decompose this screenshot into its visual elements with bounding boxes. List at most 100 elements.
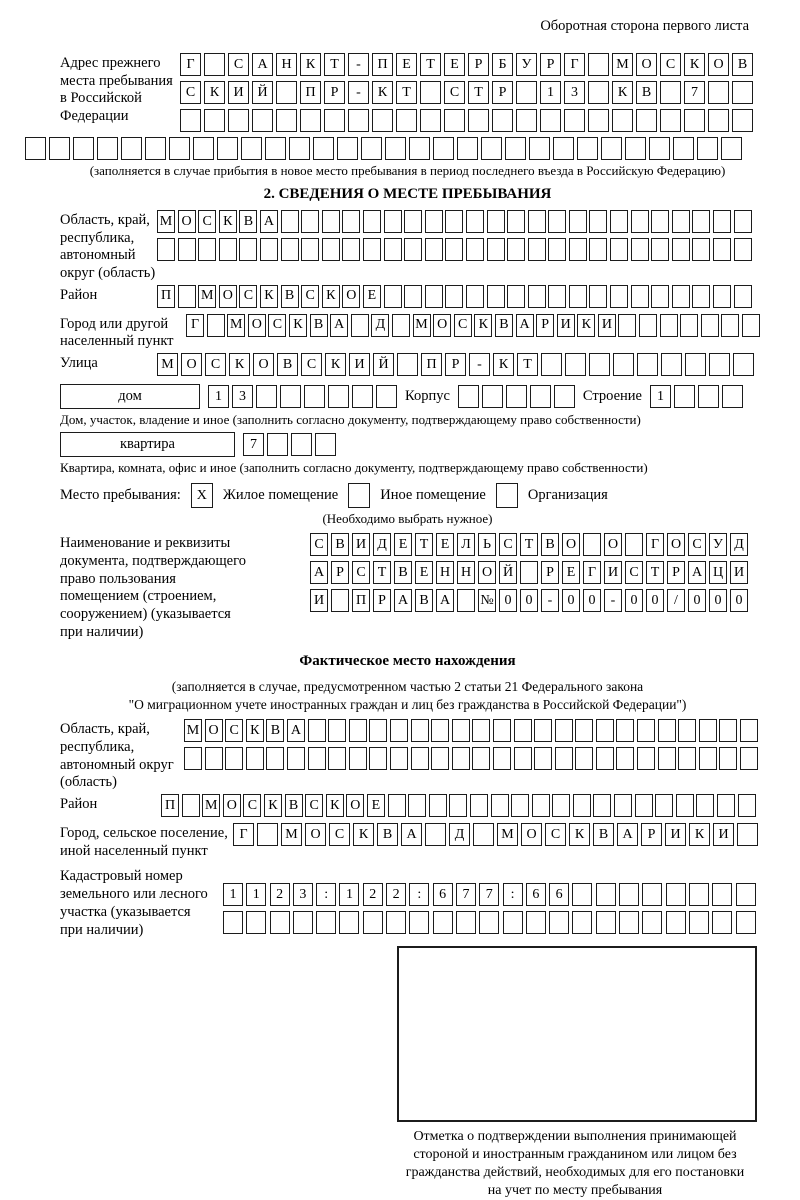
char-cell[interactable]: А <box>310 561 328 585</box>
char-cell[interactable] <box>267 433 288 457</box>
char-cell[interactable] <box>735 883 756 907</box>
char-cell[interactable] <box>713 284 732 308</box>
char-cell[interactable]: Л <box>457 533 475 557</box>
char-cell[interactable]: И <box>352 533 370 557</box>
char-cell[interactable]: В <box>309 313 328 337</box>
char-cell[interactable] <box>583 533 601 557</box>
char-cell[interactable] <box>548 284 567 308</box>
char-cell[interactable]: Г <box>186 313 204 337</box>
char-cell[interactable]: К <box>300 53 321 76</box>
char-cell[interactable]: Д <box>371 313 390 337</box>
char-cell[interactable] <box>619 911 640 935</box>
char-cell[interactable] <box>181 794 200 818</box>
char-cell[interactable] <box>572 883 593 907</box>
char-cell[interactable] <box>529 385 551 409</box>
dom-field[interactable]: дом <box>60 384 200 410</box>
char-cell[interactable] <box>630 284 649 308</box>
char-cell[interactable] <box>328 719 347 743</box>
char-cell[interactable]: 0 <box>625 589 643 613</box>
char-cell[interactable] <box>661 353 682 377</box>
char-cell[interactable] <box>534 747 553 771</box>
char-cell[interactable] <box>719 747 738 771</box>
char-cell[interactable]: 0 <box>520 589 538 613</box>
char-cell[interactable]: 1 <box>246 883 267 907</box>
char-cell[interactable]: Г <box>583 561 601 585</box>
char-cell[interactable]: 1 <box>540 81 561 104</box>
char-cell[interactable]: Й <box>373 353 394 377</box>
char-cell[interactable]: О <box>222 794 241 818</box>
char-cell[interactable] <box>630 238 649 261</box>
char-cell[interactable]: К <box>259 284 278 308</box>
char-cell[interactable]: К <box>288 313 307 337</box>
char-cell[interactable] <box>469 794 488 818</box>
char-cell[interactable]: В <box>494 313 513 337</box>
char-cell[interactable]: В <box>331 533 349 557</box>
char-cell[interactable]: У <box>709 533 727 557</box>
char-cell[interactable] <box>425 823 446 847</box>
char-cell[interactable]: 0 <box>646 589 664 613</box>
char-cell[interactable]: А <box>617 823 638 847</box>
char-cell[interactable] <box>678 719 697 743</box>
char-cell[interactable] <box>431 747 450 771</box>
char-cell[interactable] <box>548 210 567 233</box>
char-cell[interactable] <box>572 794 591 818</box>
char-cell[interactable]: О <box>204 719 223 743</box>
char-cell[interactable]: Й <box>499 561 517 585</box>
char-cell[interactable]: С <box>180 81 201 104</box>
checkbox-organizatsiya[interactable] <box>495 483 518 509</box>
char-cell[interactable] <box>554 719 573 743</box>
char-cell[interactable] <box>541 353 562 377</box>
char-cell[interactable]: А <box>515 313 534 337</box>
char-cell[interactable] <box>688 911 709 935</box>
char-cell[interactable] <box>505 137 526 160</box>
char-cell[interactable] <box>697 137 718 160</box>
char-cell[interactable]: 6 <box>432 883 453 907</box>
char-cell[interactable]: Р <box>540 53 561 76</box>
char-cell[interactable]: Т <box>396 81 417 104</box>
char-cell[interactable]: С <box>305 794 324 818</box>
char-cell[interactable] <box>280 385 301 409</box>
char-cell[interactable]: Д <box>730 533 748 557</box>
char-cell[interactable]: К <box>689 823 710 847</box>
char-cell[interactable]: О <box>636 53 657 76</box>
char-cell[interactable] <box>385 137 406 160</box>
char-cell[interactable] <box>610 238 629 261</box>
char-cell[interactable] <box>256 385 277 409</box>
char-cell[interactable] <box>673 385 695 409</box>
char-cell[interactable] <box>342 210 361 233</box>
char-cell[interactable] <box>625 533 643 557</box>
char-cell[interactable] <box>685 353 706 377</box>
char-cell[interactable] <box>630 210 649 233</box>
char-cell[interactable] <box>673 137 694 160</box>
char-cell[interactable] <box>472 719 491 743</box>
char-cell[interactable] <box>651 210 670 233</box>
char-cell[interactable]: 6 <box>549 883 570 907</box>
char-cell[interactable]: М <box>198 284 217 308</box>
char-cell[interactable] <box>369 747 388 771</box>
char-cell[interactable]: И <box>730 561 748 585</box>
char-cell[interactable]: 6 <box>525 883 546 907</box>
char-cell[interactable] <box>486 210 505 233</box>
char-cell[interactable]: О <box>708 53 729 76</box>
char-cell[interactable] <box>713 238 732 261</box>
char-cell[interactable]: И <box>713 823 734 847</box>
char-cell[interactable] <box>269 911 290 935</box>
char-cell[interactable] <box>700 313 719 337</box>
char-cell[interactable] <box>348 747 367 771</box>
char-cell[interactable]: Т <box>373 561 391 585</box>
char-cell[interactable] <box>73 137 94 160</box>
char-cell[interactable]: Н <box>436 561 454 585</box>
char-cell[interactable]: Р <box>468 53 489 76</box>
char-cell[interactable]: О <box>667 533 685 557</box>
char-cell[interactable]: С <box>205 353 226 377</box>
char-cell[interactable] <box>717 794 736 818</box>
char-cell[interactable]: П <box>352 589 370 613</box>
char-cell[interactable] <box>665 883 686 907</box>
char-cell[interactable]: В <box>284 794 303 818</box>
char-cell[interactable] <box>204 109 225 132</box>
char-cell[interactable] <box>671 238 690 261</box>
char-cell[interactable]: Т <box>646 561 664 585</box>
char-cell[interactable]: М <box>497 823 518 847</box>
char-cell[interactable]: К <box>321 284 340 308</box>
char-cell[interactable] <box>276 81 297 104</box>
